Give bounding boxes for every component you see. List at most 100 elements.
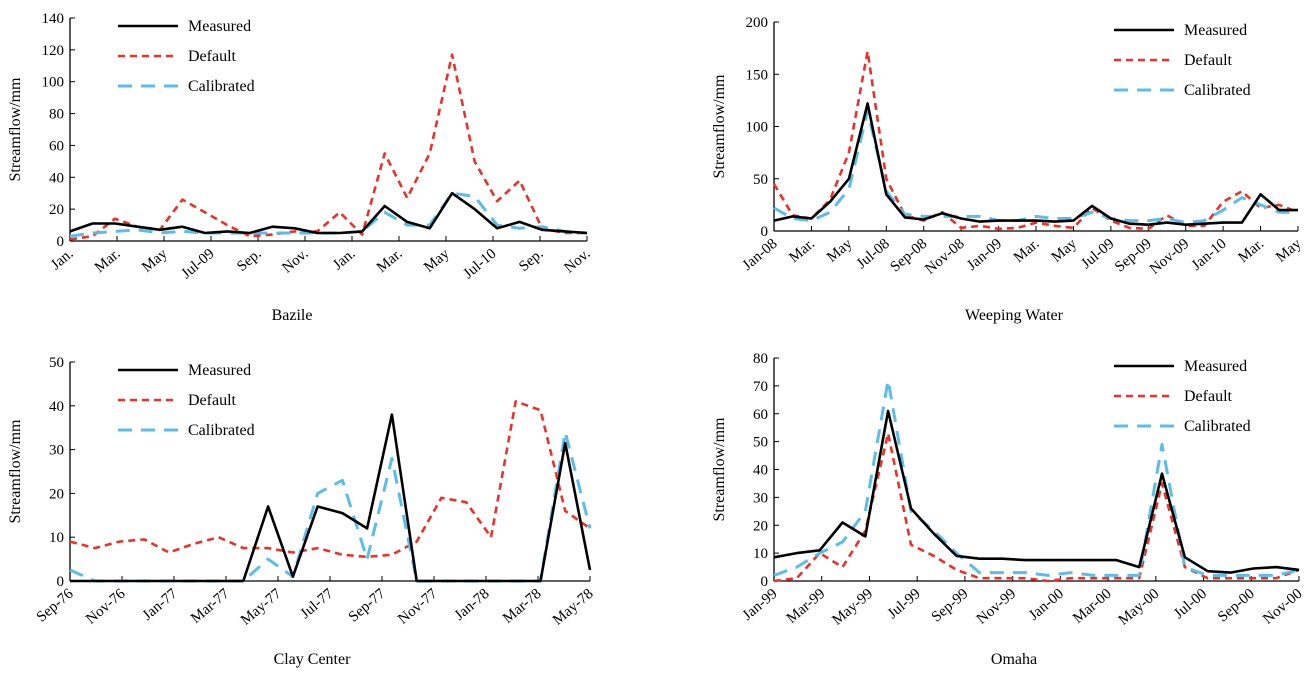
x-tick-label: Mar-78 xyxy=(500,586,545,627)
series-line-default xyxy=(69,400,591,559)
x-tick-label: Mar. xyxy=(1011,236,1043,266)
y-tick-label: 40 xyxy=(753,463,768,479)
y-axis-label: Streamflow/mm xyxy=(711,417,728,522)
y-tick-label: 0 xyxy=(761,224,769,240)
y-tick-label: 0 xyxy=(57,574,65,590)
y-tick-label: 80 xyxy=(49,107,64,123)
y-tick-label: 40 xyxy=(49,170,64,186)
x-tick-label: Nov. xyxy=(561,246,593,277)
y-tick-label: 30 xyxy=(49,443,64,459)
x-tick-label: May xyxy=(1049,235,1081,265)
y-axis-label: Streamflow/mm xyxy=(7,419,24,524)
x-tick-label: May-99 xyxy=(829,586,876,629)
legend-label-default: Default xyxy=(1184,52,1233,69)
y-tick-label: 120 xyxy=(42,43,65,59)
series-line-measured xyxy=(70,413,592,583)
x-tick-label: Jul-09 xyxy=(179,246,218,282)
y-tick-label: 100 xyxy=(746,120,769,136)
series-line-default xyxy=(773,431,1300,583)
chart-caption: Clay Center xyxy=(274,651,352,668)
x-tick-label: Mar-77 xyxy=(188,585,233,626)
y-tick-label: 150 xyxy=(746,67,769,83)
y-tick-label: 20 xyxy=(753,518,768,534)
y-tick-label: 140 xyxy=(42,11,65,27)
x-tick-label: Jul-77 xyxy=(298,585,337,622)
x-tick-label: Sep-08 xyxy=(887,236,930,276)
y-tick-label: 50 xyxy=(753,172,768,188)
legend-label-calibrated: Calibrated xyxy=(188,422,255,439)
x-tick-label: Sep-76 xyxy=(34,585,77,625)
y-tick-label: 0 xyxy=(761,574,769,590)
series-line-calibrated xyxy=(69,430,592,583)
y-tick-label: 10 xyxy=(49,530,64,546)
x-tick-label: Mar. xyxy=(374,246,406,276)
x-tick-label: Jul-08 xyxy=(854,236,893,272)
chart-caption: Weeping Water xyxy=(965,307,1064,324)
x-tick-label: Mar-00 xyxy=(1070,586,1115,627)
x-tick-label: Mar. xyxy=(786,236,818,266)
y-tick-label: 100 xyxy=(42,75,65,91)
legend-label-measured: Measured xyxy=(1184,22,1247,39)
x-tick-label: Jul-09 xyxy=(1078,236,1117,272)
y-tick-label: 50 xyxy=(753,435,768,451)
y-tick-label: 60 xyxy=(49,138,64,154)
series-line-default xyxy=(69,53,587,241)
x-tick-label: May-78 xyxy=(550,586,597,629)
series-line-calibrated xyxy=(69,191,588,238)
x-tick-label: Sep-99 xyxy=(929,586,972,626)
y-tick-label: 70 xyxy=(753,379,768,395)
x-tick-label: Jan-09 xyxy=(964,236,1005,274)
series-line-measured xyxy=(773,102,1298,226)
y-tick-label: 0 xyxy=(57,234,65,250)
y-axis-label: Streamflow/mm xyxy=(7,77,24,182)
chart-caption: Omaha xyxy=(991,651,1037,668)
x-tick-label: May xyxy=(1273,235,1305,265)
legend-label-measured: Measured xyxy=(188,18,251,35)
x-tick-label: May-77 xyxy=(238,585,285,628)
legend-label-calibrated: Calibrated xyxy=(1184,418,1251,435)
x-tick-label: Jan-00 xyxy=(1026,586,1067,624)
series-line-calibrated xyxy=(773,109,1298,225)
x-tick-label: Jan. xyxy=(48,246,76,274)
series-line-default xyxy=(772,49,1299,231)
y-tick-label: 60 xyxy=(753,407,768,423)
series-line-measured xyxy=(69,191,588,235)
legend-label-measured: Measured xyxy=(1184,358,1247,375)
x-tick-label: Mar-99 xyxy=(784,586,829,627)
x-tick-label: Jul-10 xyxy=(461,246,500,282)
x-tick-label: Jul-00 xyxy=(1171,586,1210,622)
x-tick-label: Nov-76 xyxy=(83,585,129,627)
x-tick-label: Jan-78 xyxy=(452,586,493,624)
x-tick-label: Mar. xyxy=(1235,236,1267,266)
x-tick-label: Nov-08 xyxy=(922,236,967,278)
legend-label-default: Default xyxy=(188,48,237,65)
x-tick-label: Jan-08 xyxy=(740,236,781,274)
x-tick-label: Nov-77 xyxy=(395,585,441,627)
chart-panel-1: 0 20 40 60 80 100 120 140 Jan. Mar. May Jul-09 Sep. N… xyxy=(7,11,594,324)
x-tick-label: Sep-00 xyxy=(1215,586,1258,626)
y-axis-label: Streamflow/mm xyxy=(711,74,728,179)
x-tick-label: May xyxy=(139,245,171,275)
y-tick-label: 200 xyxy=(746,15,769,31)
x-tick-label: May xyxy=(421,245,453,275)
x-tick-label: Jan-10 xyxy=(1189,236,1230,274)
x-tick-label: Sep. xyxy=(516,246,546,275)
y-tick-label: 80 xyxy=(753,351,768,367)
series-line-calibrated xyxy=(773,378,1300,577)
y-tick-label: 30 xyxy=(753,490,768,506)
series-line-measured xyxy=(773,409,1300,574)
y-tick-label: 20 xyxy=(49,202,64,218)
x-tick-label: Nov-09 xyxy=(1147,236,1192,278)
y-tick-label: 40 xyxy=(49,399,64,415)
x-tick-label: Sep-09 xyxy=(1112,236,1155,276)
x-tick-label: Jan. xyxy=(330,246,358,274)
legend-label-measured: Measured xyxy=(188,362,251,379)
x-tick-label: Mar. xyxy=(92,246,124,276)
x-tick-label: Jul-99 xyxy=(885,586,924,622)
y-tick-label: 10 xyxy=(753,546,768,562)
x-tick-label: May xyxy=(824,235,856,265)
legend-label-default: Default xyxy=(1184,388,1233,405)
x-tick-label: Nov-99 xyxy=(974,586,1019,628)
